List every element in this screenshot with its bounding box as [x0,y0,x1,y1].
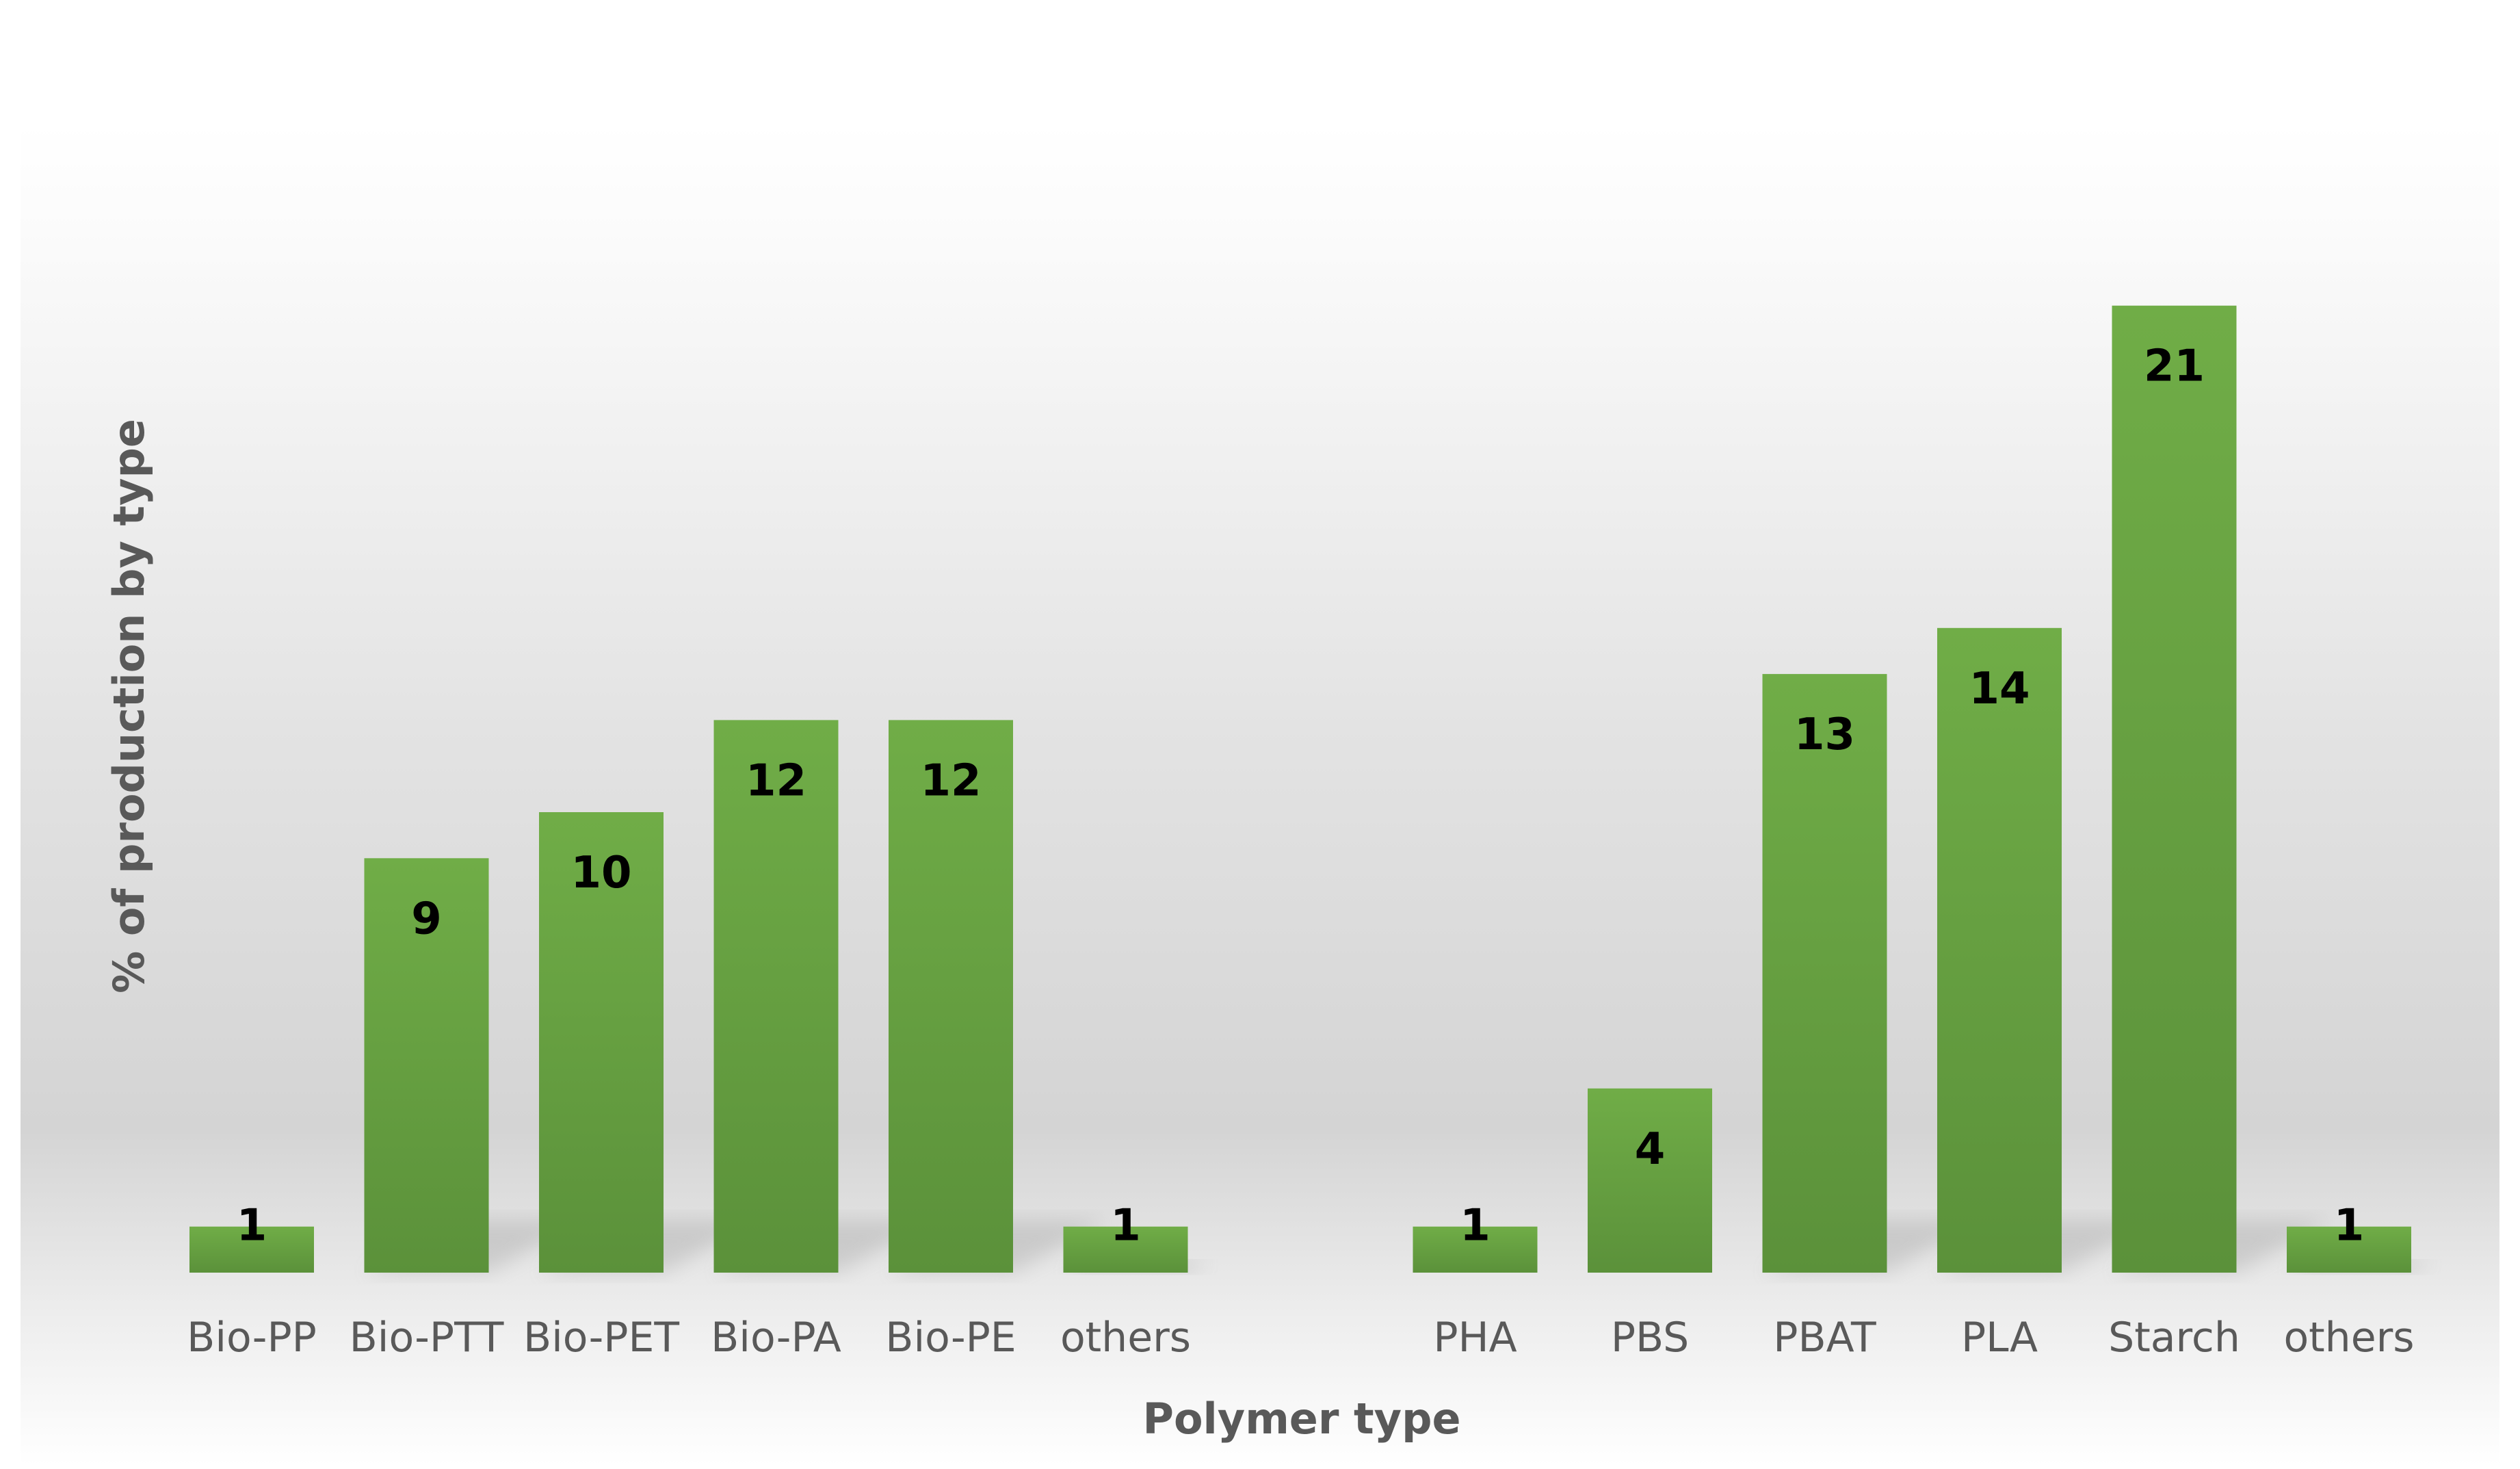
value-label: 14 [1969,664,2030,714]
category-label: PLA [1961,1314,2038,1362]
value-label: 12 [746,755,806,806]
value-label: 1 [2334,1201,2365,1251]
category-label: others [1060,1314,1191,1362]
bar-starch [2112,305,2237,1273]
value-label: 10 [570,848,631,898]
category-label: PBS [1611,1314,1689,1362]
value-label: 1 [1460,1201,1491,1251]
bar-pbat [1762,674,1887,1273]
category-label: PHA [1433,1314,1517,1362]
bar-pbs [1588,1088,1712,1273]
value-label: 1 [1110,1201,1141,1251]
bar-pha [1413,1226,1538,1273]
bar-pla [1937,627,2062,1273]
bar-others [2287,1226,2411,1273]
bar-bio-ptt [364,858,489,1273]
value-label: 9 [411,894,442,944]
bar-bio-pp [189,1226,314,1273]
category-label: others [2283,1314,2414,1362]
category-labels: Bio-PP Bio-PTT Bio-PET Bio-PA Bio-PE others PH… [187,1314,2414,1362]
bars-group [189,305,2411,1273]
bar-others [1063,1226,1188,1273]
category-label: Starch [2108,1314,2240,1362]
value-label: 21 [2144,341,2205,392]
category-label: Bio-PE [885,1314,1016,1362]
value-label: 4 [1635,1124,1666,1175]
bar-bio-pet [539,812,664,1273]
x-axis-title: Polymer type [1143,1394,1461,1444]
category-label: Bio-PP [187,1314,317,1362]
category-label: Bio-PTT [350,1314,504,1362]
category-label: PBAT [1773,1314,1876,1362]
value-label: 1 [237,1201,267,1251]
bar-bio-pe [889,720,1013,1273]
value-label: 12 [920,755,981,806]
y-axis-title: % of production by type [104,419,154,993]
value-label: 13 [1794,710,1855,760]
bar-bio-pa [713,720,839,1273]
category-label: Bio-PET [523,1314,679,1362]
category-label: Bio-PA [711,1314,841,1362]
